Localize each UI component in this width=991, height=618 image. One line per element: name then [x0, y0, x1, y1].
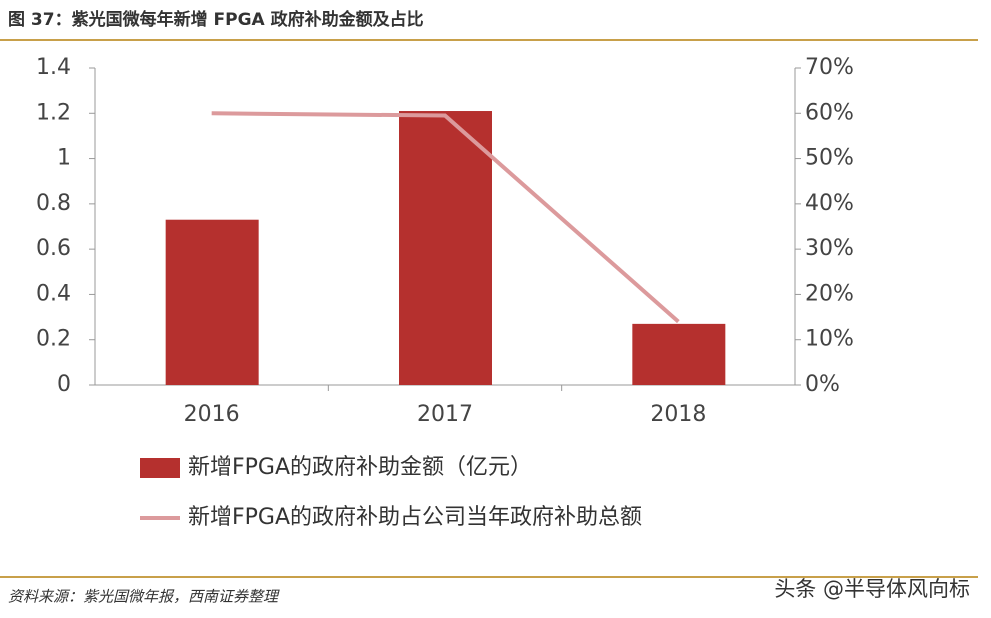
y2-tick-label: 50%	[805, 146, 854, 171]
y-tick-label: 1.4	[36, 55, 71, 80]
y-tick-label: 1.2	[36, 100, 71, 125]
y2-tick-label: 0%	[805, 372, 840, 397]
source-note: 资料来源：紫光国微年报，西南证券整理	[8, 588, 280, 606]
y2-tick-label: 20%	[805, 281, 854, 306]
y-tick-label: 0	[57, 372, 71, 397]
x-tick-label: 2017	[417, 402, 473, 427]
legend-label: 新增FPGA的政府补助金额（亿元）	[188, 455, 532, 480]
x-tick-label: 2018	[650, 402, 706, 427]
legend-label: 新增FPGA的政府补助占公司当年政府补助总额	[188, 505, 642, 530]
y-tick-label: 0.4	[36, 281, 71, 306]
y-tick-label: 0.2	[36, 327, 71, 352]
y-tick-label: 0.6	[36, 236, 71, 261]
line	[211, 111, 680, 324]
bar	[165, 219, 259, 385]
y2-tick-label: 60%	[805, 100, 854, 125]
watermark: 头条 @半导体风向标	[774, 577, 970, 601]
y2-tick-label: 70%	[805, 55, 854, 80]
legend-swatch	[140, 458, 180, 478]
bar	[399, 111, 492, 386]
y-tick-label: 1	[57, 146, 71, 171]
y2-tick-label: 30%	[805, 236, 854, 261]
bar	[632, 323, 726, 385]
x-tick-label: 2016	[184, 402, 240, 427]
y2-tick-label: 10%	[805, 327, 854, 352]
y2-tick-label: 40%	[805, 191, 854, 216]
y-tick-label: 0.8	[36, 191, 71, 216]
chart-title: 图 37：紫光国微每年新增 FPGA 政府补助金额及占比	[8, 9, 424, 30]
